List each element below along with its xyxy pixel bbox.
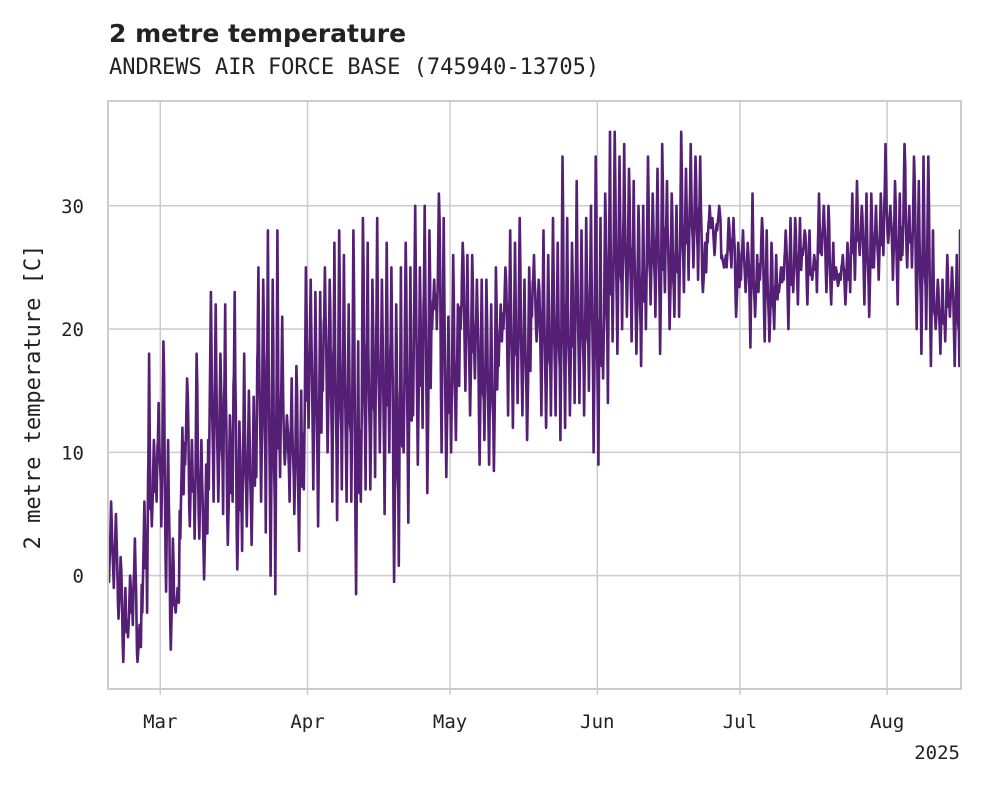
x-tick-label: Jun — [580, 711, 614, 733]
x-tick-label: Mar — [143, 711, 177, 733]
x-tick-label: Apr — [290, 711, 324, 733]
chart-title: 2 metre temperature — [109, 19, 406, 48]
y-axis-label: 2 metre temperature [C] — [21, 245, 46, 550]
plot-frame — [107, 100, 962, 690]
x-tick-label: Jul — [723, 711, 757, 733]
y-tick-label: 30 — [61, 196, 84, 218]
y-axis-ticks: 0 10 20 30 — [61, 196, 84, 588]
y-tick-label: 10 — [61, 442, 84, 464]
y-tick-label: 0 — [73, 566, 84, 588]
x-tick-label: May — [433, 711, 467, 733]
x-year-label: 2025 — [914, 742, 960, 764]
x-tick-label: Aug — [870, 711, 904, 733]
x-axis-ticks: Mar Apr May Jun Jul Aug — [143, 689, 904, 733]
temperature-series-line — [107, 130, 962, 664]
chart-subtitle: ANDREWS AIR FORCE BASE (745940-13705) — [109, 55, 599, 80]
y-tick-label: 20 — [61, 319, 84, 341]
